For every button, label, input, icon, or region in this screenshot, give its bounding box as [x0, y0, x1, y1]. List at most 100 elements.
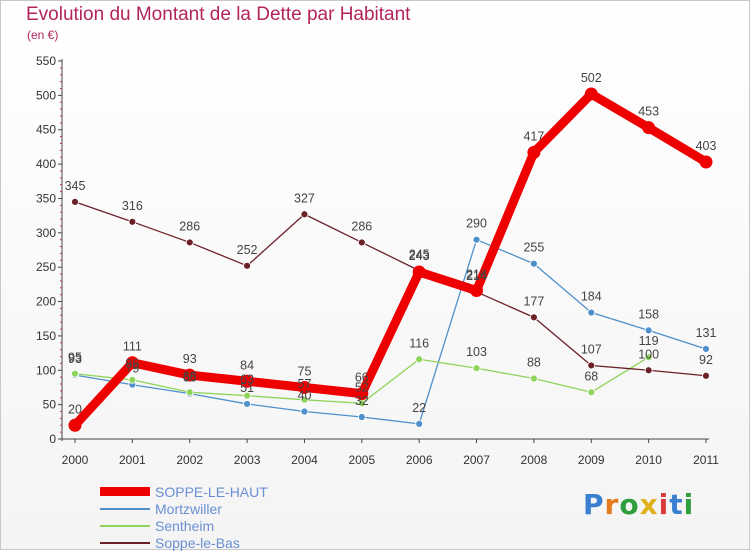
legend-swatch: [100, 487, 150, 496]
data-point: [185, 238, 194, 247]
data-point: [357, 413, 366, 421]
data-label: 32: [355, 394, 369, 408]
logo-letter: i: [658, 488, 670, 521]
data-point: [300, 407, 309, 416]
y-tick-label: 350: [36, 191, 56, 205]
data-point: [702, 345, 710, 353]
x-tick-label: 2007: [463, 453, 490, 467]
data-point: [472, 235, 481, 244]
series-line-mortzwiller: [74, 239, 707, 425]
data-label: 184: [581, 290, 602, 304]
data-label: 158: [638, 307, 659, 321]
logo-letter: o: [619, 488, 640, 521]
data-point: [644, 326, 653, 335]
data-label: 93: [68, 352, 82, 366]
series-line-soppe-le-bas: [74, 201, 707, 377]
series-line-soppe-le-haut: [70, 89, 711, 430]
data-label: 92: [699, 353, 713, 367]
data-point: [642, 121, 656, 135]
data-point: [587, 361, 596, 370]
chart-unit-label: (en €): [27, 28, 59, 42]
data-label: 100: [638, 347, 659, 361]
logo-letter: i: [683, 488, 695, 521]
logo-letter: P: [583, 488, 605, 521]
logo-letter: r: [604, 488, 620, 521]
data-label: 51: [240, 381, 254, 395]
data-point: [587, 308, 596, 317]
data-point: [128, 375, 137, 384]
series-lines: [70, 89, 711, 430]
data-point: [243, 400, 251, 408]
logo-letter: t: [669, 488, 684, 521]
data-label: 75: [298, 364, 312, 378]
data-label: 79: [125, 362, 139, 376]
data-point: [243, 391, 251, 400]
y-tick-label: 100: [36, 363, 56, 377]
data-point: [128, 217, 137, 226]
data-point: [71, 369, 79, 378]
axes: 0 50 100 150 200 250 300 350 400 450 500 550 2000 200…: [36, 54, 719, 467]
data-label: 502: [581, 71, 602, 85]
data-label: 216: [466, 268, 487, 282]
data-point: [68, 418, 82, 432]
data-label: 286: [179, 219, 200, 233]
x-tick-label: 2002: [176, 453, 203, 467]
data-label: 177: [523, 294, 544, 308]
legend-item: Mortzwiller: [100, 500, 268, 517]
legend-label: Mortzwiller: [155, 500, 222, 517]
x-tick-label: 2005: [348, 453, 375, 467]
legend-item: Sentheim: [100, 517, 268, 534]
data-label: 40: [298, 389, 312, 403]
legend-swatch: [100, 524, 150, 527]
y-tick-label: 500: [36, 88, 56, 102]
data-point: [243, 261, 251, 270]
y-tick-label: 250: [36, 260, 56, 274]
data-point: [297, 380, 311, 394]
data-label: 93: [183, 352, 197, 366]
data-label: 95: [68, 351, 82, 365]
x-tick-label: 2008: [521, 453, 548, 467]
data-label: 116: [409, 336, 429, 350]
data-label: 327: [294, 191, 315, 205]
data-label: 255: [523, 241, 544, 255]
data-label: 66: [183, 371, 197, 385]
legend-label: Soppe-le-Bas: [155, 534, 240, 551]
y-tick-label: 200: [36, 295, 56, 309]
data-label: 88: [527, 356, 541, 370]
legend-item: SOPPE-LE-HAUT: [100, 483, 268, 500]
data-point: [300, 210, 309, 219]
y-tick-label: 0: [49, 432, 56, 446]
data-point: [470, 284, 484, 298]
data-point: [530, 313, 538, 322]
y-tick-label: 300: [36, 226, 56, 240]
data-label: 107: [581, 342, 602, 356]
data-point: [644, 353, 653, 362]
data-label: 453: [638, 105, 659, 119]
data-point: [527, 145, 541, 159]
legend-swatch: [100, 541, 150, 544]
data-point: [644, 366, 653, 375]
y-tick-label: 150: [36, 329, 56, 343]
data-label: 86: [125, 357, 139, 371]
x-tick-label: 2006: [406, 453, 433, 467]
data-point: [125, 356, 139, 370]
legend-label: SOPPE-LE-HAUT: [155, 483, 268, 500]
data-point: [412, 265, 426, 279]
data-label: 68: [183, 369, 197, 383]
data-point: [587, 388, 596, 397]
legend-swatch: [100, 507, 150, 510]
legend: SOPPE-LE-HAUT Mortzwiller Sentheim Soppe-le…: [100, 483, 268, 551]
data-label: 111: [123, 340, 142, 354]
data-label: 131: [696, 326, 717, 340]
y-tick-label: 400: [36, 157, 56, 171]
data-label: 245: [409, 248, 430, 262]
data-label: 119: [639, 334, 659, 348]
legend-label: Sentheim: [155, 517, 215, 534]
legend-item: Soppe-le-Bas: [100, 534, 268, 551]
data-label: 103: [466, 345, 487, 359]
data-point: [584, 87, 598, 101]
data-label: 286: [351, 219, 372, 233]
data-label: 57: [298, 377, 312, 391]
